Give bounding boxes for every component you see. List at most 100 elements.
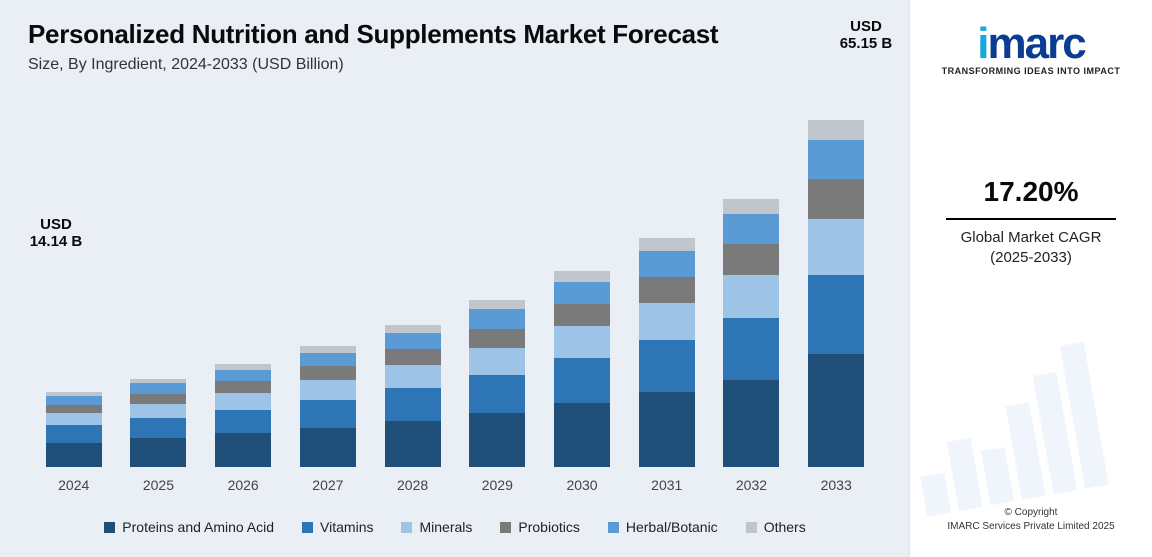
bar-segment <box>639 340 695 392</box>
bar-plot: 2024202520262027202820292030203120322033 <box>28 120 882 467</box>
bar-segment <box>639 238 695 251</box>
stacked-bar <box>385 120 441 467</box>
x-axis-label: 2030 <box>544 477 619 493</box>
bar-segment <box>469 309 525 328</box>
legend-label: Herbal/Botanic <box>626 519 718 535</box>
x-axis-label: 2026 <box>205 477 280 493</box>
bar-column: 2026 <box>205 120 280 467</box>
chart-panel: Personalized Nutrition and Supplements M… <box>0 0 910 557</box>
legend-swatch <box>500 522 511 533</box>
bar-segment <box>130 418 186 438</box>
bar-segment <box>554 358 610 403</box>
bar-segment <box>215 433 271 467</box>
bar-segment <box>385 325 441 333</box>
cagr-underline <box>946 218 1116 220</box>
bar-segment <box>46 425 102 442</box>
legend-swatch <box>302 522 313 533</box>
legend-swatch <box>401 522 412 533</box>
legend-item: Minerals <box>401 519 472 535</box>
stacked-bar <box>215 120 271 467</box>
bar-column: 2032 <box>714 120 789 467</box>
logo-main: marc <box>988 19 1085 68</box>
legend-label: Others <box>764 519 806 535</box>
bar-column: 2028 <box>375 120 450 467</box>
legend-item: Herbal/Botanic <box>608 519 718 535</box>
legend-item: Proteins and Amino Acid <box>104 519 274 535</box>
page: Personalized Nutrition and Supplements M… <box>0 0 1152 557</box>
bar-segment <box>130 404 186 418</box>
stacked-bar <box>46 120 102 467</box>
bar-segment <box>723 214 779 244</box>
annot-line: USD <box>826 18 906 35</box>
bar-segment <box>46 413 102 425</box>
copyright: © Copyright IMARC Services Private Limit… <box>910 506 1152 533</box>
cagr-label-1: Global Market CAGR <box>946 228 1116 248</box>
bar-segment <box>469 329 525 348</box>
cagr-block: 17.20% Global Market CAGR (2025-2033) <box>946 176 1116 269</box>
bar-column: 2030 <box>544 120 619 467</box>
x-axis-label: 2025 <box>121 477 196 493</box>
bar-segment <box>723 244 779 274</box>
bar-segment <box>300 400 356 428</box>
bar-segment <box>469 375 525 413</box>
stacked-bar <box>808 120 864 467</box>
bar-segment <box>385 421 441 467</box>
stacked-bar <box>554 120 610 467</box>
bar-segment <box>385 349 441 365</box>
bar-segment <box>215 393 271 410</box>
x-axis-label: 2032 <box>714 477 789 493</box>
bar-segment <box>385 333 441 349</box>
x-axis-label: 2028 <box>375 477 450 493</box>
bar-segment <box>808 179 864 218</box>
bar-segment <box>554 271 610 282</box>
stacked-bar <box>130 120 186 467</box>
legend-label: Minerals <box>419 519 472 535</box>
bar-segment <box>808 140 864 179</box>
bar-segment <box>469 413 525 467</box>
bar-segment <box>385 388 441 420</box>
bar-segment <box>639 277 695 303</box>
bar-segment <box>300 366 356 380</box>
chart-subtitle: Size, By Ingredient, 2024-2033 (USD Bill… <box>28 56 882 74</box>
end-value-annotation: USD 65.15 B <box>826 18 906 53</box>
legend-item: Vitamins <box>302 519 373 535</box>
bar-column: 2027 <box>290 120 365 467</box>
stacked-bar <box>723 120 779 467</box>
stacked-bar <box>639 120 695 467</box>
bar-segment <box>808 120 864 140</box>
bar-segment <box>46 396 102 405</box>
bar-segment <box>469 300 525 310</box>
x-axis-label: 2031 <box>629 477 704 493</box>
bar-segment <box>300 346 356 353</box>
bar-segment <box>469 348 525 375</box>
bar-segment <box>130 394 186 404</box>
copyright-line: IMARC Services Private Limited 2025 <box>910 520 1152 534</box>
bar-segment <box>554 403 610 467</box>
stacked-bar <box>469 120 525 467</box>
bar-segment <box>808 354 864 467</box>
plot-area: 2024202520262027202820292030203120322033 <box>28 120 882 467</box>
side-panel: imarc TRANSFORMING IDEAS INTO IMPACT 17.… <box>910 0 1152 557</box>
bar-segment <box>215 410 271 433</box>
cagr-label-2: (2025-2033) <box>946 248 1116 268</box>
legend-swatch <box>746 522 757 533</box>
brand-logo: imarc TRANSFORMING IDEAS INTO IMPACT <box>942 24 1121 76</box>
bar-column: 2033 <box>798 120 873 467</box>
bar-column: 2031 <box>629 120 704 467</box>
x-axis-label: 2033 <box>798 477 873 493</box>
bar-segment <box>723 199 779 214</box>
bar-segment <box>639 251 695 277</box>
legend-label: Vitamins <box>320 519 373 535</box>
x-axis-label: 2029 <box>460 477 535 493</box>
bar-segment <box>130 383 186 393</box>
bar-column: 2024 <box>36 120 111 467</box>
legend-swatch <box>608 522 619 533</box>
bar-column: 2029 <box>460 120 535 467</box>
bar-column: 2025 <box>121 120 196 467</box>
x-axis-label: 2024 <box>36 477 111 493</box>
copyright-line: © Copyright <box>910 506 1152 520</box>
stacked-bar <box>300 120 356 467</box>
legend-label: Probiotics <box>518 519 579 535</box>
bar-segment <box>639 303 695 340</box>
background-decoration <box>886 296 1152 518</box>
